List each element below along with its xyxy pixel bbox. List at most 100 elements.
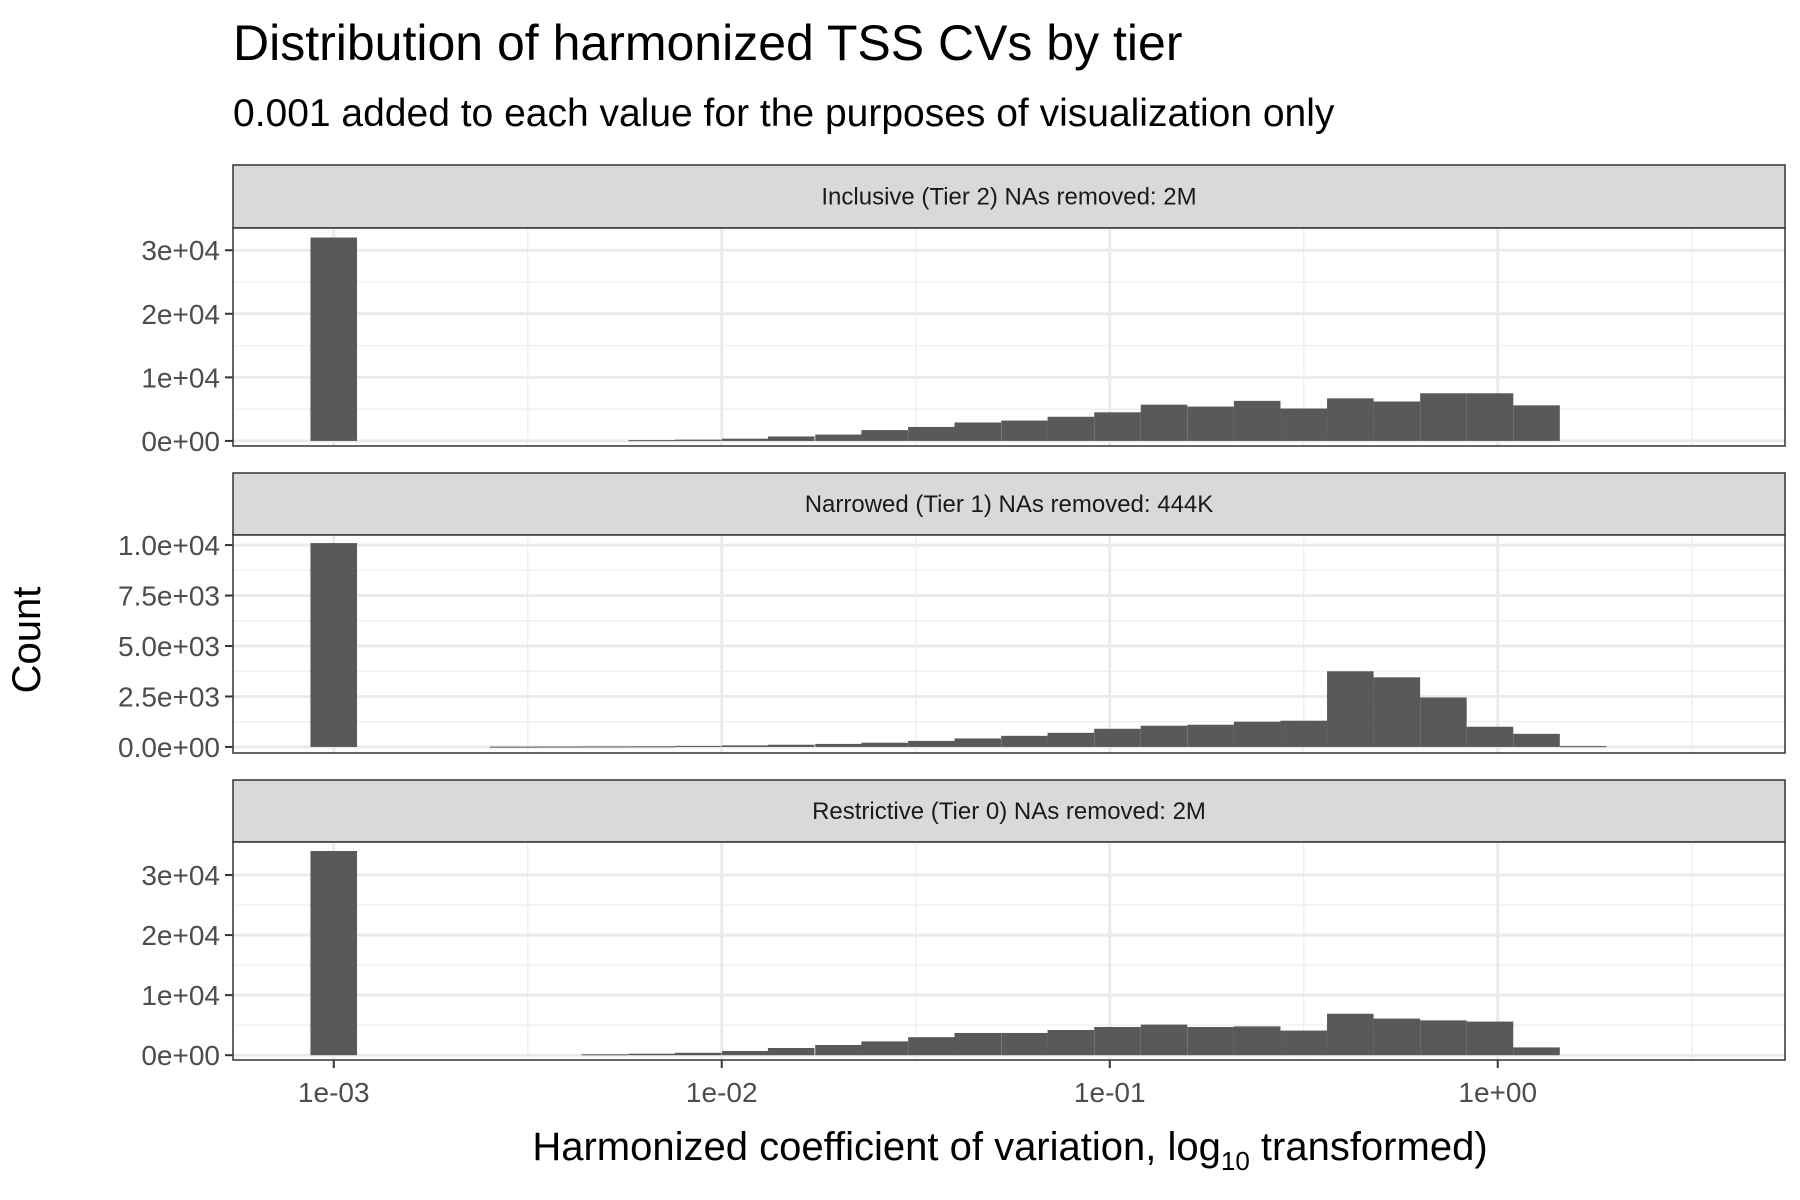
histogram-bar [815, 1044, 862, 1056]
histogram-bar [954, 1032, 1002, 1056]
histogram-bar [1047, 416, 1095, 441]
histogram-bar [1094, 412, 1141, 441]
histogram-bar [1327, 1013, 1374, 1056]
histogram-bar [954, 422, 1002, 441]
y-tick-label: 7.5e+03 [118, 581, 220, 612]
histogram-bar [535, 746, 582, 748]
x-tick-label: 1e+00 [1458, 1077, 1537, 1108]
histogram-bar [908, 426, 955, 441]
y-tick-label: 0.0e+00 [118, 732, 220, 763]
y-tick-label: 2.5e+03 [118, 681, 220, 712]
x-tick-label: 1e-02 [686, 1077, 758, 1108]
histogram-bar [1233, 721, 1281, 747]
histogram-bar [861, 1041, 908, 1056]
histogram-bar [1001, 735, 1048, 747]
y-tick-label: 3e+04 [141, 235, 220, 266]
histogram-bar [1047, 732, 1095, 747]
panel-strip [232, 779, 1786, 843]
panel-background [233, 842, 1785, 1060]
histogram-bar [1559, 746, 1607, 748]
x-axis-title-main: Harmonized coefficient of variation, log [532, 1125, 1221, 1169]
histogram-bar [1094, 1026, 1141, 1056]
chart-subtitle: 0.001 added to each value for the purpos… [233, 92, 1335, 135]
panel-strip-label: Restrictive (Tier 0) NAs removed: 2M [812, 798, 1206, 825]
panel-strip-label: Narrowed (Tier 1) NAs removed: 444K [805, 491, 1214, 518]
histogram-bar [954, 738, 1002, 747]
y-tick-label: 0e+00 [141, 1040, 220, 1071]
histogram-bar [674, 439, 722, 441]
histogram-bar [674, 1052, 722, 1056]
histogram-bar [1373, 1018, 1421, 1056]
histogram-bar [581, 746, 629, 748]
y-tick-label: 1e+04 [141, 362, 220, 393]
histogram-bar [1280, 720, 1328, 747]
histogram-bar [1466, 393, 1514, 441]
chart-title: Distribution of harmonized TSS CVs by ti… [233, 15, 1183, 71]
y-tick-label: 0e+00 [141, 426, 220, 457]
histogram-bar [722, 1050, 769, 1056]
x-tick-label: 1e-03 [298, 1077, 370, 1108]
histogram-bar [1001, 420, 1048, 441]
x-tick-label: 1e-01 [1074, 1077, 1146, 1108]
histogram-bar [628, 440, 676, 442]
histogram-bar [908, 1037, 955, 1056]
y-tick-label: 1e+04 [141, 980, 220, 1011]
histogram-bar [489, 746, 537, 748]
histogram-bar [674, 745, 722, 747]
x-axis-title-tail: transformed) [1250, 1125, 1488, 1169]
histogram-bar [628, 746, 676, 748]
histogram-bar [310, 237, 358, 441]
histogram-bar [815, 743, 862, 747]
histogram-bar [908, 740, 955, 747]
panel-strip-label: Inclusive (Tier 2) NAs removed: 2M [821, 184, 1196, 211]
x-axis-title-subscript: 10 [1221, 1146, 1250, 1176]
histogram-bar [1373, 677, 1421, 747]
histogram-bar [1233, 1026, 1281, 1056]
histogram-bar [1466, 1021, 1514, 1056]
histogram-bar [861, 742, 908, 747]
histogram-bar [1140, 725, 1188, 747]
histogram-bar [1233, 400, 1281, 441]
histogram-bar [1420, 697, 1467, 747]
histogram-bar [1187, 1026, 1234, 1056]
x-axis-title: Harmonized coefficient of variation, log… [532, 1125, 1487, 1176]
histogram-bar [815, 434, 862, 441]
histogram-bar [1280, 408, 1328, 441]
histogram-bar [722, 438, 769, 441]
histogram-bar [310, 851, 358, 1056]
histogram-bar [1513, 405, 1560, 441]
panel-background [233, 535, 1785, 753]
panel-border [232, 227, 1786, 447]
histogram-bar [1140, 1024, 1188, 1056]
histogram-bar [1513, 1047, 1560, 1056]
histogram-bar [1094, 728, 1141, 747]
histogram-bar [1420, 1020, 1467, 1056]
histogram-bar [1001, 1032, 1048, 1056]
y-tick-label: 3e+04 [141, 860, 220, 891]
histogram-bar [1187, 724, 1234, 747]
histogram-bar [1047, 1029, 1095, 1056]
histogram-bar [1466, 726, 1514, 747]
y-tick-label: 2e+04 [141, 299, 220, 330]
histogram-bar [1420, 393, 1467, 441]
histogram-bar [1280, 1030, 1328, 1056]
histogram-bar [1187, 406, 1234, 441]
histogram-bar [628, 1053, 676, 1056]
y-tick-label: 5.0e+03 [118, 631, 220, 662]
histogram-bar [310, 543, 358, 747]
panel-border [232, 841, 1786, 1061]
y-tick-label: 2e+04 [141, 920, 220, 951]
histogram-bar [581, 1054, 629, 1056]
histogram-bar [1513, 733, 1560, 747]
histogram-bar [722, 745, 769, 747]
histogram-bar [1327, 398, 1374, 441]
panel-border [232, 534, 1786, 754]
histogram-bar [767, 436, 815, 441]
histogram-bar [1373, 401, 1421, 441]
y-axis-title: Count [5, 587, 49, 694]
y-tick-label: 1.0e+04 [118, 530, 220, 561]
histogram-bar [767, 744, 815, 747]
histogram-bar [1327, 671, 1374, 747]
histogram-bar [767, 1047, 815, 1056]
